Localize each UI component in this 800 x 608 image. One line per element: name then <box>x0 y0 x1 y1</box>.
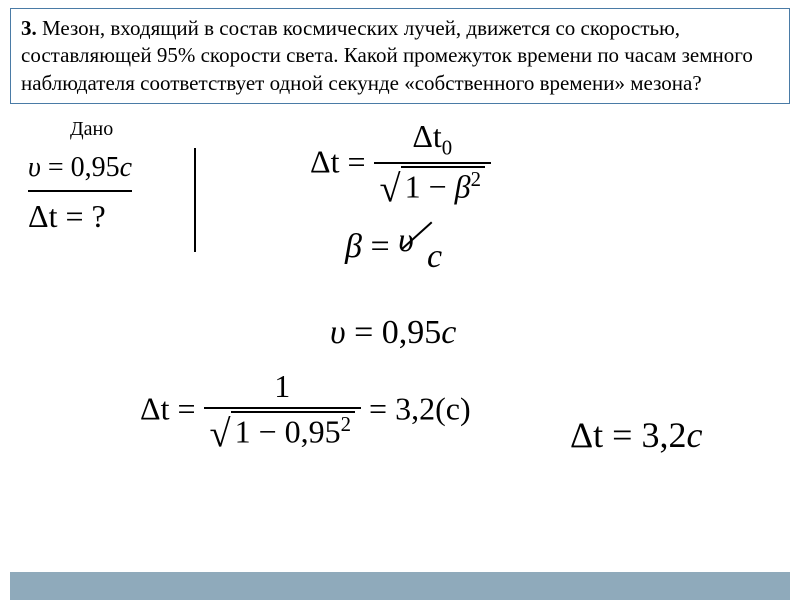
eq1-num-sub: 0 <box>442 136 452 159</box>
eq1-den-pre: 1 − <box>405 169 455 205</box>
answer-dt: Δt <box>570 415 603 455</box>
footer-bar <box>10 572 790 600</box>
eq1-fraction: Δt0 √1 − β2 <box>374 118 491 212</box>
sqrt-icon: √1 − 0,952 <box>210 411 356 456</box>
eq-velocity-value: υ = 0,95c <box>330 314 456 352</box>
eq1-exp: 2 <box>471 168 481 191</box>
eq1-num-dt: Δt <box>412 118 441 154</box>
eq4-exp: 2 <box>341 413 351 436</box>
problem-statement: 3. Мезон, входящий в состав космических … <box>10 8 790 104</box>
given-question: Δt = ? <box>28 192 132 235</box>
eq1-numerator: Δt0 <box>374 118 491 164</box>
given-velocity: υ = 0,95c <box>28 152 132 192</box>
symbol-upsilon: υ <box>28 152 41 183</box>
sqrt-icon: √1 − β2 <box>380 166 485 211</box>
eq1-lhs: Δt = <box>310 143 374 179</box>
given-divider <box>194 148 196 252</box>
problem-number: 3. <box>21 16 37 40</box>
eq4-num: 1 <box>204 368 362 409</box>
eq2-fraction: υ c <box>398 224 442 274</box>
eq4-den-pre: 1 − 0,95 <box>235 414 341 450</box>
symbol-delta-t: Δt <box>28 198 57 234</box>
symbol-beta: β <box>455 169 471 205</box>
physics-slide: 3. Мезон, входящий в состав космических … <box>0 8 800 608</box>
eq-answer: Δt = 3,2c <box>570 414 702 456</box>
eq3-c: c <box>441 314 456 351</box>
eq-time-dilation: Δt = Δt0 √1 − β2 <box>310 118 491 212</box>
symbol-c: c <box>120 152 132 183</box>
given-velocity-value: = 0,95 <box>41 152 120 183</box>
eq2-beta: β <box>345 228 362 265</box>
eq3-upsilon: υ <box>330 314 346 351</box>
eq4-fraction: 1 √1 − 0,952 <box>204 368 362 456</box>
eq2-den: c <box>427 238 442 276</box>
eq1-denominator: √1 − β2 <box>374 164 491 211</box>
eq-calculation: Δt = 1 √1 − 0,952 = 3,2(с) <box>140 368 471 456</box>
eq2-equals: = <box>362 228 398 265</box>
problem-text: Мезон, входящий в состав космических луч… <box>21 16 753 95</box>
question-mark: = ? <box>57 198 105 234</box>
answer-unit: c <box>686 415 702 455</box>
given-block: υ = 0,95c Δt = ? <box>28 152 132 235</box>
eq3-value: = 0,95 <box>346 314 442 351</box>
eq-beta: β = υ c <box>345 224 442 274</box>
answer-value: = 3,2 <box>603 415 686 455</box>
eq4-rhs: = 3,2(с) <box>369 390 471 426</box>
given-label: Дано <box>70 118 113 141</box>
eq4-den: √1 − 0,952 <box>204 409 362 456</box>
eq4-lhs: Δt = <box>140 390 204 426</box>
solution-area: Дано υ = 0,95c Δt = ? Δt = Δt0 √1 − β2 <box>10 104 790 524</box>
